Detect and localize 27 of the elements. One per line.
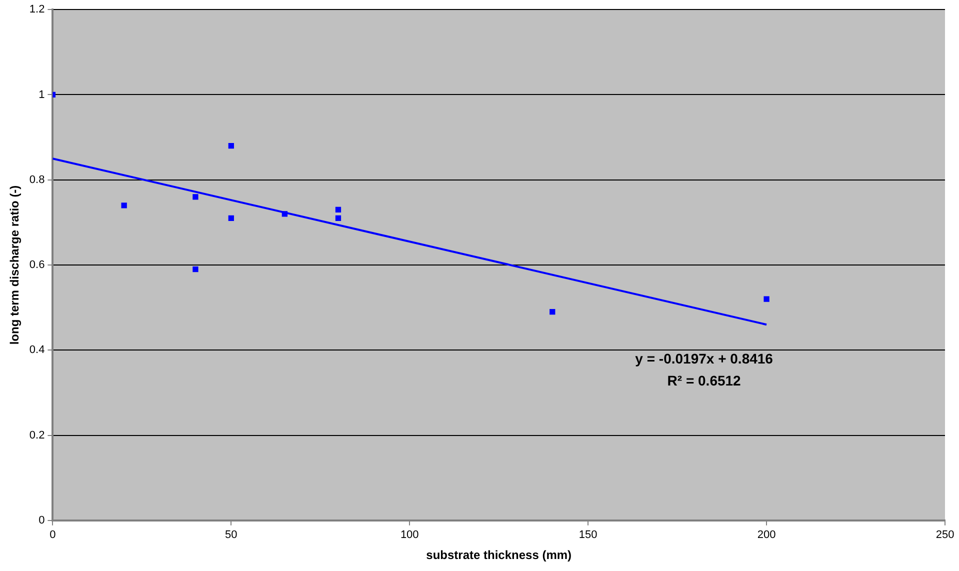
y-axis-title: long term discharge ratio (-) (8, 185, 22, 345)
x-tick-label: 150 (578, 529, 598, 542)
y-tick-label: 0.6 (29, 259, 45, 272)
point (228, 215, 234, 222)
point (282, 211, 288, 217)
y-tick-label: 0.4 (29, 344, 45, 356)
x-tick-label: 200 (757, 529, 776, 542)
x-tick-label: 100 (400, 529, 419, 542)
point (335, 215, 342, 222)
annotation: R² = 0.6512 (667, 372, 742, 388)
y-tick-label: 0 (38, 514, 45, 526)
point (764, 296, 770, 302)
y-tick-label: 0.8 (29, 174, 45, 186)
point (121, 202, 127, 208)
y-tick-label: 1.2 (29, 4, 45, 16)
point (228, 142, 234, 149)
point (335, 206, 342, 212)
y-tick-label: 0.2 (29, 429, 45, 442)
x-axis-title: substrate thickness (mm) (426, 548, 572, 562)
y-tick-label: 1 (38, 88, 45, 101)
x-tick-label: 50 (225, 529, 238, 542)
point (192, 266, 198, 272)
x-tick-label: 0 (50, 529, 56, 542)
x-tick-label: 250 (936, 529, 954, 542)
annotation: y = -0.0197x + 0.8416 (635, 350, 774, 366)
point (192, 194, 198, 200)
point (550, 308, 556, 315)
